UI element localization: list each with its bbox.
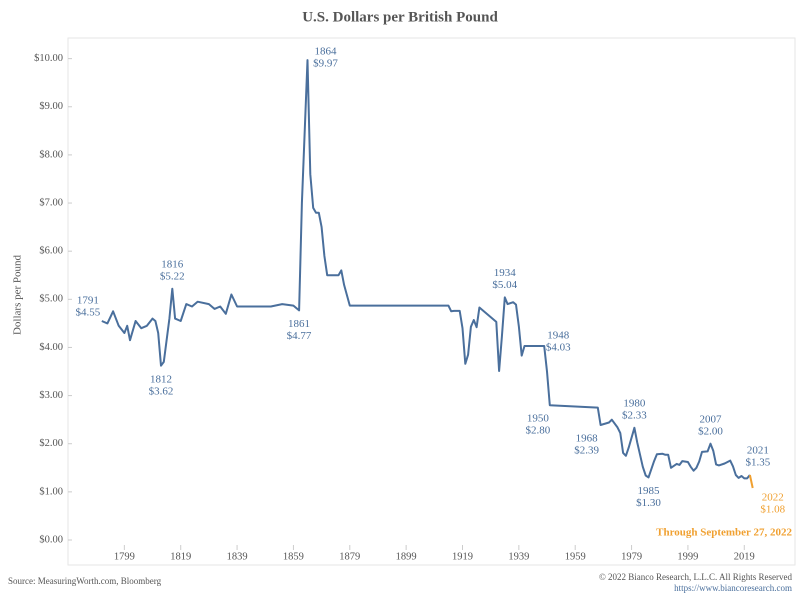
annotation-year: 1980 xyxy=(623,397,646,409)
line-series xyxy=(748,474,754,489)
y-tick-label: $6.00 xyxy=(39,246,63,257)
copyright: © 2022 Bianco Research, L.L.C. All Right… xyxy=(599,572,793,582)
x-tick-label: 1799 xyxy=(114,551,135,562)
annotation-value: $9.97 xyxy=(313,58,338,70)
annotation-year: 1968 xyxy=(576,432,599,444)
annotation-year: 1934 xyxy=(494,267,517,279)
x-tick-label: 1999 xyxy=(677,551,698,562)
annotation-year: 2007 xyxy=(699,413,722,425)
y-tick-label: $9.00 xyxy=(39,101,63,112)
annotation-value: $5.22 xyxy=(160,270,185,282)
x-tick-label: 1959 xyxy=(565,551,586,562)
annotation-value: $4.55 xyxy=(75,307,100,319)
annotation-year: 1812 xyxy=(150,373,172,385)
x-tick-label: 1819 xyxy=(170,551,191,562)
y-tick-label: $4.00 xyxy=(39,342,63,353)
y-tick-label: $10.00 xyxy=(34,53,63,64)
annotation-value: $1.08 xyxy=(760,504,785,516)
plot-frame xyxy=(67,37,796,566)
annotation-value: $2.00 xyxy=(698,425,723,437)
chart-title: U.S. Dollars per British Pound xyxy=(302,9,498,25)
x-tick-label: 1879 xyxy=(339,551,360,562)
annotation-value: $3.62 xyxy=(149,385,174,397)
y-tick-label: $5.00 xyxy=(39,294,63,305)
x-tick-label: 1919 xyxy=(452,551,473,562)
y-tick-label: $7.00 xyxy=(39,197,63,208)
annotation-year: 2021 xyxy=(747,445,769,457)
annotation-value: $4.77 xyxy=(287,330,312,342)
website: https://www.biancoresearch.com xyxy=(674,583,792,593)
annotation-year: 1864 xyxy=(315,46,338,58)
y-tick-label: $1.00 xyxy=(39,486,63,497)
annotation-value: $2.33 xyxy=(622,409,647,421)
annotation-value: $2.39 xyxy=(574,444,599,456)
y-tick-label: $0.00 xyxy=(39,534,63,545)
source: Source: MeasuringWorth.com, Bloomberg xyxy=(8,576,162,586)
x-tick-label: 1839 xyxy=(227,551,248,562)
y-tick-label: $2.00 xyxy=(39,438,63,449)
annotation-year: 1985 xyxy=(637,485,660,497)
annotation-year: 1861 xyxy=(288,318,310,330)
line-series xyxy=(101,59,751,480)
y-tick-label: $3.00 xyxy=(39,390,63,401)
annotation-value: $1.35 xyxy=(746,457,771,469)
annotation-year: 1948 xyxy=(547,330,570,342)
annotation-year: 1791 xyxy=(77,295,99,307)
annotation-year: 1950 xyxy=(527,413,550,425)
x-tick-label: 1859 xyxy=(283,551,304,562)
annotation-value: $2.80 xyxy=(525,425,550,437)
annotation-value: $4.03 xyxy=(546,342,571,354)
x-tick-label: 2019 xyxy=(734,551,755,562)
note: Through September 27, 2022 xyxy=(656,527,792,539)
x-tick-label: 1979 xyxy=(621,551,642,562)
annotation-value: $1.30 xyxy=(636,497,661,509)
annotation-value: $5.04 xyxy=(492,279,517,291)
annotation-year: 1816 xyxy=(161,258,184,270)
x-tick-label: 1939 xyxy=(508,551,529,562)
annotation-year: 2022 xyxy=(762,492,784,504)
y-tick-label: $8.00 xyxy=(39,149,63,160)
y-axis-label: Dollars per Pound xyxy=(12,254,24,335)
x-tick-label: 1899 xyxy=(396,551,417,562)
